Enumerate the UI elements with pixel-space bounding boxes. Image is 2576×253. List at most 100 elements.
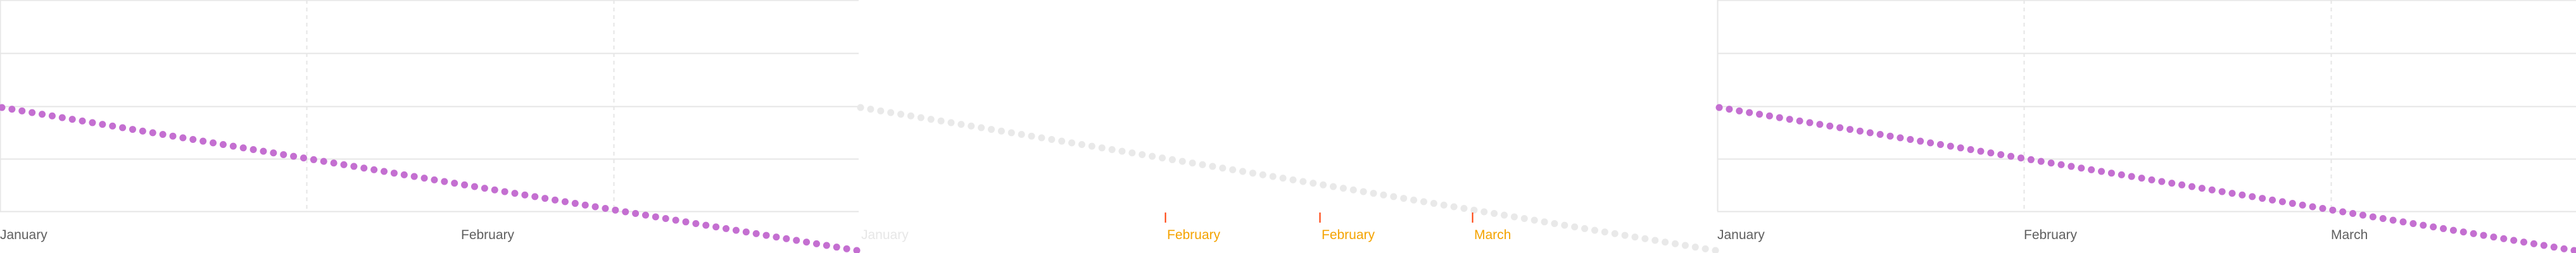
data-point (1876, 131, 1884, 139)
data-point (2278, 198, 2286, 206)
data-point (561, 198, 569, 206)
data-point (1249, 170, 1256, 177)
data-point (978, 124, 985, 132)
data-point (2530, 240, 2537, 247)
data-point (1957, 144, 1964, 152)
data-point (947, 119, 955, 126)
data-point (2068, 163, 2075, 170)
data-point (249, 145, 257, 153)
data-point (350, 163, 358, 170)
data-point (877, 107, 885, 114)
data-point (1917, 137, 1924, 145)
data-point (1219, 164, 1227, 172)
data-point (2309, 203, 2316, 211)
data-point (723, 225, 730, 232)
data-point (1390, 193, 1398, 201)
data-point (591, 203, 599, 211)
data-point (2449, 226, 2457, 234)
data-point (2047, 159, 2055, 167)
data-point (1481, 208, 1488, 216)
data-point (1018, 131, 1025, 139)
data-point (1149, 152, 1156, 160)
data-point (129, 126, 136, 133)
data-point (897, 111, 905, 118)
data-point (2369, 213, 2377, 221)
data-point (2138, 175, 2145, 182)
data-point (1400, 195, 1408, 202)
data-point (652, 213, 659, 221)
data-point (18, 107, 26, 114)
data-point (1796, 117, 1803, 125)
data-point (1310, 180, 1317, 187)
data-point (390, 170, 398, 177)
data-point (823, 242, 830, 249)
data-point (1936, 140, 1944, 148)
data-point (1977, 147, 1985, 155)
data-point (1681, 242, 1689, 249)
data-point (330, 159, 338, 167)
data-point (1279, 175, 1287, 182)
data-point (1320, 181, 1327, 188)
data-point (1997, 151, 2005, 158)
data-point (2420, 221, 2427, 229)
data-point (1927, 139, 1935, 147)
data-point (2269, 196, 2276, 204)
data-point (1349, 186, 1357, 194)
x-tick-label: February (2024, 228, 2078, 242)
data-point (1360, 188, 1367, 195)
data-point (672, 216, 679, 224)
data-point (2550, 244, 2558, 251)
data-point (541, 195, 549, 202)
data-point (1088, 142, 1095, 150)
data-point (199, 137, 207, 145)
data-point (1118, 147, 1126, 155)
data-point (907, 112, 914, 120)
data-point (641, 211, 649, 219)
data-point (1571, 223, 1579, 231)
data-point (451, 180, 458, 187)
data-point (1621, 231, 1629, 239)
data-point (1726, 106, 1733, 113)
data-point (1715, 104, 1723, 111)
data-point (1591, 226, 1598, 234)
data-point (139, 127, 146, 135)
data-point (260, 147, 267, 155)
data-point (68, 116, 76, 123)
data-point (1450, 203, 1458, 211)
data-point (581, 201, 589, 209)
data-point (1500, 211, 1508, 219)
data-point (280, 151, 287, 158)
data-point (2107, 170, 2115, 177)
data-point (1746, 109, 1753, 116)
data-point (1058, 137, 1066, 145)
data-point (2379, 214, 2387, 222)
data-point (927, 116, 935, 123)
data-point (1816, 121, 1824, 128)
data-point (2078, 164, 2085, 172)
data-point (1765, 112, 1773, 120)
data-point (2088, 166, 2095, 173)
data-point (2098, 168, 2106, 175)
data-point (1712, 247, 1719, 253)
x-tick-label: March (2331, 228, 2368, 242)
data-point (1987, 149, 1995, 157)
data-point (2037, 157, 2045, 165)
data-point (1239, 168, 1247, 175)
data-point (773, 233, 780, 241)
data-point (28, 109, 36, 116)
chart-panel-2: January February February March (857, 104, 1719, 253)
data-point (1907, 136, 1914, 144)
data-point (441, 178, 448, 185)
data-point (968, 122, 975, 130)
data-point (370, 166, 378, 173)
data-point (2500, 235, 2508, 242)
data-point (2168, 180, 2176, 187)
data-point (762, 231, 770, 239)
data-point (702, 221, 710, 229)
data-point (2299, 201, 2306, 209)
data-point (1886, 132, 1894, 140)
data-point (2218, 188, 2226, 195)
data-point (1541, 218, 1548, 226)
data-point (2027, 156, 2035, 163)
